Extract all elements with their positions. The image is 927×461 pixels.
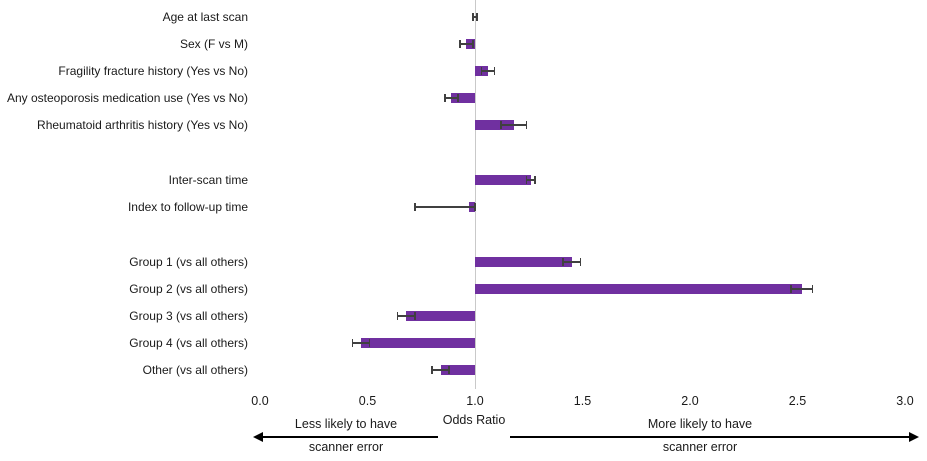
row-label-inter-scan-time: Inter-scan time <box>168 173 248 187</box>
right-arrow-head-icon <box>909 432 919 442</box>
error-bar-group-4-vs-all-others <box>352 342 370 344</box>
error-bar-sex-f-vs-m <box>459 43 473 45</box>
row-label-sex-f-vs-m: Sex (F vs M) <box>180 37 248 51</box>
x-tick-label-2-0: 2.0 <box>681 394 699 408</box>
row-label-age-at-last-scan: Age at last scan <box>162 10 248 24</box>
error-bar-other-vs-all-others <box>432 369 450 371</box>
left-arrow-head-icon <box>253 432 263 442</box>
x-tick-label-0-5: 0.5 <box>358 394 377 408</box>
row-label-group-1-vs-all-others: Group 1 (vs all others) <box>129 255 248 269</box>
row-label-index-to-follow-up-time: Index to follow-up time <box>127 200 248 214</box>
bar-any-osteoporosis-medication-use-yes-vs-no <box>451 93 475 103</box>
error-cap-lo-group-3-vs-all-others <box>396 312 399 320</box>
error-cap-lo-index-to-follow-up-time <box>414 203 416 211</box>
x-axis-title: Odds Ratio <box>442 413 506 427</box>
row-label-group-3-vs-all-others: Group 3 (vs all others) <box>129 309 248 323</box>
bar-other-vs-all-others <box>440 365 475 375</box>
bar-inter-scan-time <box>475 175 531 185</box>
error-cap-hi-inter-scan-time <box>534 176 536 184</box>
bar-group-2-vs-all-others <box>475 284 802 294</box>
error-bar-age-at-last-scan <box>472 16 478 18</box>
error-cap-hi-group-4-vs-all-others <box>368 339 371 347</box>
error-cap-hi-sex-f-vs-m <box>472 40 474 48</box>
right-arrow-caption-line2: scanner error <box>662 440 738 454</box>
error-cap-hi-group-3-vs-all-others <box>414 312 416 320</box>
row-label-group-4-vs-all-others: Group 4 (vs all others) <box>129 336 248 350</box>
bar-group-3-vs-all-others <box>406 311 475 321</box>
error-bar-inter-scan-time <box>526 179 536 181</box>
row-label-rheumatoid-arthritis-history-yes-vs-no: Rheumatoid arthritis history (Yes vs No) <box>37 118 248 132</box>
error-cap-lo-fragility-fracture-history-yes-vs-no <box>480 67 483 75</box>
bar-group-4-vs-all-others <box>361 338 475 348</box>
x-tick-label-3-0: 3.0 <box>896 394 914 408</box>
left-arrow-caption-line2: scanner error <box>308 440 384 454</box>
row-label-fragility-fracture-history-yes-vs-no: Fragility fracture history (Yes vs No) <box>58 64 248 78</box>
error-cap-hi-any-osteoporosis-medication-use-yes-vs-no <box>457 94 459 102</box>
left-arrow-line <box>262 436 438 438</box>
x-tick-label-1-5: 1.5 <box>573 394 592 408</box>
error-cap-lo-group-1-vs-all-others <box>562 258 564 266</box>
error-cap-hi-index-to-follow-up-time <box>474 203 476 211</box>
error-bar-any-osteoporosis-medication-use-yes-vs-no <box>444 97 458 99</box>
error-cap-lo-group-4-vs-all-others <box>351 339 354 347</box>
error-cap-hi-age-at-last-scan <box>476 13 478 21</box>
error-bar-group-2-vs-all-others <box>791 288 813 290</box>
x-tick-label-2-5: 2.5 <box>788 394 807 408</box>
right-arrow-caption-line1: More likely to have <box>647 417 753 431</box>
error-bar-group-3-vs-all-others <box>397 315 415 317</box>
error-cap-lo-group-2-vs-all-others <box>790 285 792 293</box>
row-label-any-osteoporosis-medication-use-yes-vs-no: Any osteoporosis medication use (Yes vs … <box>6 91 248 105</box>
left-arrow-caption-line1: Less likely to have <box>294 417 398 431</box>
error-bar-group-1-vs-all-others <box>563 261 581 263</box>
error-bar-index-to-follow-up-time <box>414 206 475 208</box>
error-cap-hi-group-1-vs-all-others <box>579 258 582 266</box>
error-cap-lo-other-vs-all-others <box>431 366 433 374</box>
error-cap-hi-fragility-fracture-history-yes-vs-no <box>493 67 496 75</box>
baseline-odds-ratio-1 <box>474 0 476 389</box>
error-cap-lo-age-at-last-scan <box>472 13 474 21</box>
row-label-group-2-vs-all-others: Group 2 (vs all others) <box>129 282 248 296</box>
row-label-other-vs-all-others: Other (vs all others) <box>142 363 248 377</box>
error-cap-lo-sex-f-vs-m <box>459 40 461 48</box>
bar-rheumatoid-arthritis-history-yes-vs-no <box>475 120 514 130</box>
x-tick-label-0-0: 0.0 <box>251 394 269 408</box>
x-tick-label-1-0: 1.0 <box>466 394 484 408</box>
error-cap-hi-other-vs-all-others <box>448 366 450 374</box>
error-cap-lo-any-osteoporosis-medication-use-yes-vs-no <box>444 94 446 102</box>
error-cap-hi-group-2-vs-all-others <box>811 285 814 293</box>
right-arrow-line <box>510 436 909 438</box>
error-cap-hi-rheumatoid-arthritis-history-yes-vs-no <box>525 121 528 129</box>
bar-group-1-vs-all-others <box>475 257 572 267</box>
error-bar-rheumatoid-arthritis-history-yes-vs-no <box>500 124 527 126</box>
error-cap-lo-rheumatoid-arthritis-history-yes-vs-no <box>500 121 502 129</box>
error-cap-lo-inter-scan-time <box>525 176 528 184</box>
error-bar-fragility-fracture-history-yes-vs-no <box>481 70 495 72</box>
